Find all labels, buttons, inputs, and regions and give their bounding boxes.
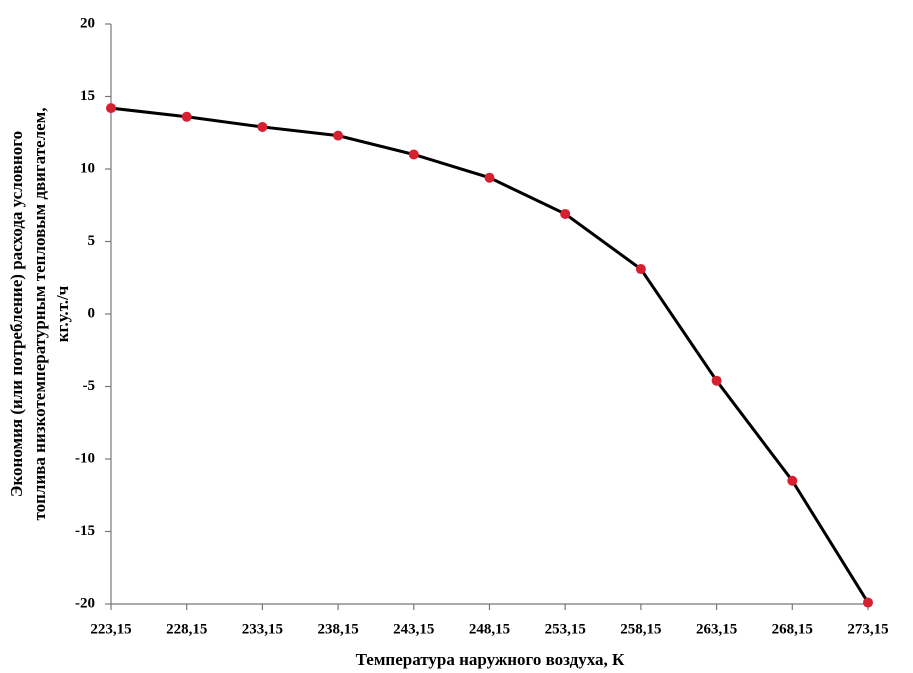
y-tick-label: 15 [80,88,95,104]
x-tick-label: 243,15 [393,621,434,637]
y-tick-label: -20 [75,595,95,611]
y-axis-title-line: Экономия (или потребление) расхода услов… [7,131,26,497]
y-tick-label: -10 [75,450,95,466]
marker [181,111,192,122]
y-axis-title-line: кг.у.т./ч [53,285,72,342]
marker [257,121,268,132]
x-tick-label: 223,15 [90,621,131,637]
x-tick-label: 228,15 [166,621,207,637]
x-axis-title: Температура наружного воздуха, К [356,650,625,669]
marker [787,475,798,486]
marker [106,103,116,114]
y-tick-label: -15 [75,523,95,539]
x-tick-label: 253,15 [545,621,586,637]
y-tick-label: 10 [80,160,95,176]
x-tick-label: 268,15 [772,621,813,637]
marker [333,130,344,141]
marker [484,172,495,183]
marker [635,264,646,275]
y-axis-title-line: топлива низкотемпературным тепловым двиг… [30,107,49,520]
x-tick-label: 258,15 [620,621,661,637]
y-tick-label: -5 [83,378,96,394]
marker [863,597,873,608]
marker [408,149,419,160]
x-tick-label: 248,15 [469,621,510,637]
y-axis-title: Экономия (или потребление) расхода услов… [7,107,72,520]
x-tick-label: 273,15 [847,621,888,637]
x-tick-label: 263,15 [696,621,737,637]
x-tick-label: 233,15 [242,621,283,637]
y-tick-label: 5 [88,233,96,249]
marker [711,375,722,386]
x-tick-label: 238,15 [317,621,358,637]
marker [560,208,571,219]
y-tick-label: 0 [88,305,96,321]
y-tick-label: 20 [80,15,95,31]
